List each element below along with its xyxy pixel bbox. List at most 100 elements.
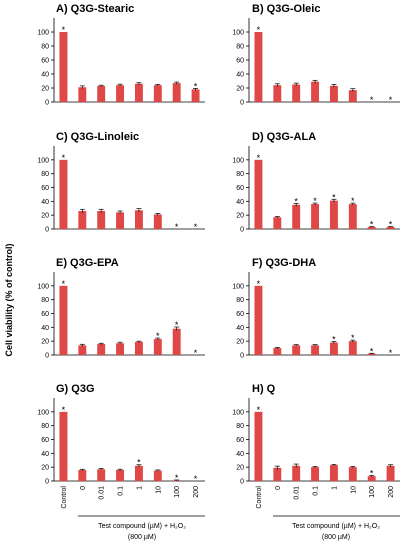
x-tick-label: 100 (174, 486, 181, 498)
y-tick-label: 80 (236, 44, 244, 51)
significance-star: * (370, 95, 374, 105)
panel-title: F) Q3G-DHA (252, 257, 316, 269)
y-tick-label: 80 (236, 423, 244, 430)
y-tick-label: 40 (41, 72, 49, 79)
bar (153, 214, 162, 229)
bar (254, 32, 263, 102)
x-tick-label: 0.1 (313, 486, 320, 496)
panel-title: H) Q (252, 383, 276, 395)
significance-star: * (351, 196, 355, 206)
x-tick-label: Control (256, 486, 263, 509)
significance-star: * (194, 474, 198, 484)
significance-star: * (175, 320, 179, 330)
bar (311, 467, 320, 481)
x-tick-label: 0.01 (294, 486, 301, 500)
bar (254, 159, 263, 229)
significance-star: * (370, 346, 374, 356)
y-tick-label: 60 (41, 437, 49, 444)
y-tick-label: 20 (236, 465, 244, 472)
bar (292, 84, 301, 102)
y-tick-label: 60 (236, 58, 244, 65)
y-tick-label: 80 (236, 171, 244, 178)
y-tick-label: 100 (37, 157, 49, 164)
y-tick-label: 60 (41, 58, 49, 65)
y-tick-label: 0 (240, 227, 244, 234)
chart-panel-6: F) Q3G-DHA 0 20 40 60 80 100 * * * * * (232, 257, 400, 360)
x-note-line2-left: (800 µM) (128, 534, 156, 541)
bar (329, 85, 338, 102)
significance-star: * (370, 220, 374, 230)
y-tick-label: 0 (45, 479, 49, 486)
significance-star: * (351, 333, 355, 343)
y-tick-label: 100 (232, 409, 244, 416)
y-tick-label: 40 (41, 199, 49, 206)
significance-star: * (194, 348, 198, 358)
bar (59, 32, 68, 102)
x-tick-label: 0.01 (99, 486, 106, 500)
y-tick-label: 100 (232, 157, 244, 164)
bar (273, 85, 282, 102)
significance-star: * (389, 348, 393, 358)
x-axis-note-right: Test compound (µM) + H₂O₂ (800 µM) (273, 515, 400, 541)
significance-star: * (332, 192, 336, 202)
bar (292, 204, 301, 229)
bar (348, 204, 357, 229)
significance-star: * (175, 222, 179, 232)
significance-star: * (370, 468, 374, 478)
chart-panel-5: E) Q3G-EPA 0 20 40 60 80 100 * * * * (37, 257, 205, 360)
y-tick-label: 20 (41, 213, 49, 220)
bar (273, 348, 282, 355)
y-tick-label: 0 (45, 227, 49, 234)
bar (254, 285, 263, 355)
bar (97, 469, 106, 481)
significance-star: * (175, 473, 179, 483)
chart-panel-1: A) Q3G-Stearic 0 20 40 60 80 100 * * (37, 3, 205, 107)
significance-star: * (194, 81, 198, 91)
y-tick-label: 100 (37, 409, 49, 416)
bar (153, 339, 162, 355)
y-tick-label: 20 (41, 339, 49, 346)
x-tick-label: 1 (331, 486, 338, 490)
significance-star: * (137, 458, 141, 468)
bar (292, 345, 301, 355)
x-axis-note-left: Test compound (µM) + H₂O₂ (800 µM) (78, 515, 205, 541)
bar (134, 465, 143, 481)
y-tick-label: 80 (41, 171, 49, 178)
chart-panel-7: G) Q3G 0 20 40 60 80 100 * Control 0 0.01 0.1 * 1 10 * 1… (37, 383, 205, 509)
significance-star: * (257, 405, 261, 415)
y-tick-label: 40 (236, 199, 244, 206)
significance-star: * (62, 279, 66, 289)
significance-star: * (257, 279, 261, 289)
y-tick-label: 40 (41, 451, 49, 458)
bar (116, 212, 125, 229)
y-tick-label: 100 (232, 30, 244, 37)
x-tick-label: 0 (80, 486, 87, 490)
significance-star: * (257, 153, 261, 163)
y-tick-label: 0 (45, 100, 49, 107)
y-tick-label: 60 (236, 185, 244, 192)
y-tick-label: 0 (240, 353, 244, 360)
x-tick-label: 100 (369, 486, 376, 498)
y-tick-label: 60 (236, 437, 244, 444)
bar (367, 476, 376, 481)
y-tick-label: 20 (236, 86, 244, 93)
significance-star: * (156, 331, 160, 341)
y-tick-label: 40 (236, 72, 244, 79)
y-tick-label: 0 (240, 479, 244, 486)
y-tick-label: 60 (41, 311, 49, 318)
bar (292, 465, 301, 481)
bar (59, 159, 68, 229)
panel-title: B) Q3G-Oleic (252, 3, 320, 15)
bar (311, 81, 320, 102)
bar (367, 226, 376, 229)
significance-star: * (194, 222, 198, 232)
chart-panel-3: C) Q3G-Linoleic 0 20 40 60 80 100 * * * (37, 131, 205, 234)
bar (172, 328, 181, 355)
y-tick-label: 80 (41, 44, 49, 51)
bar (311, 345, 320, 355)
bar (78, 211, 87, 229)
bar (134, 210, 143, 229)
bar (386, 465, 395, 481)
bar (116, 343, 125, 355)
